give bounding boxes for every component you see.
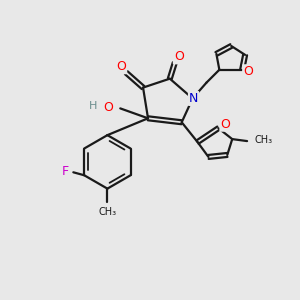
Text: N: N [189, 92, 198, 105]
Text: O: O [103, 101, 113, 114]
Text: O: O [220, 118, 230, 131]
Text: O: O [174, 50, 184, 63]
Text: O: O [243, 65, 253, 78]
Text: CH₃: CH₃ [254, 135, 272, 145]
Text: CH₃: CH₃ [98, 208, 116, 218]
Text: H: H [89, 101, 98, 111]
Text: F: F [62, 165, 69, 178]
Text: O: O [116, 60, 126, 73]
